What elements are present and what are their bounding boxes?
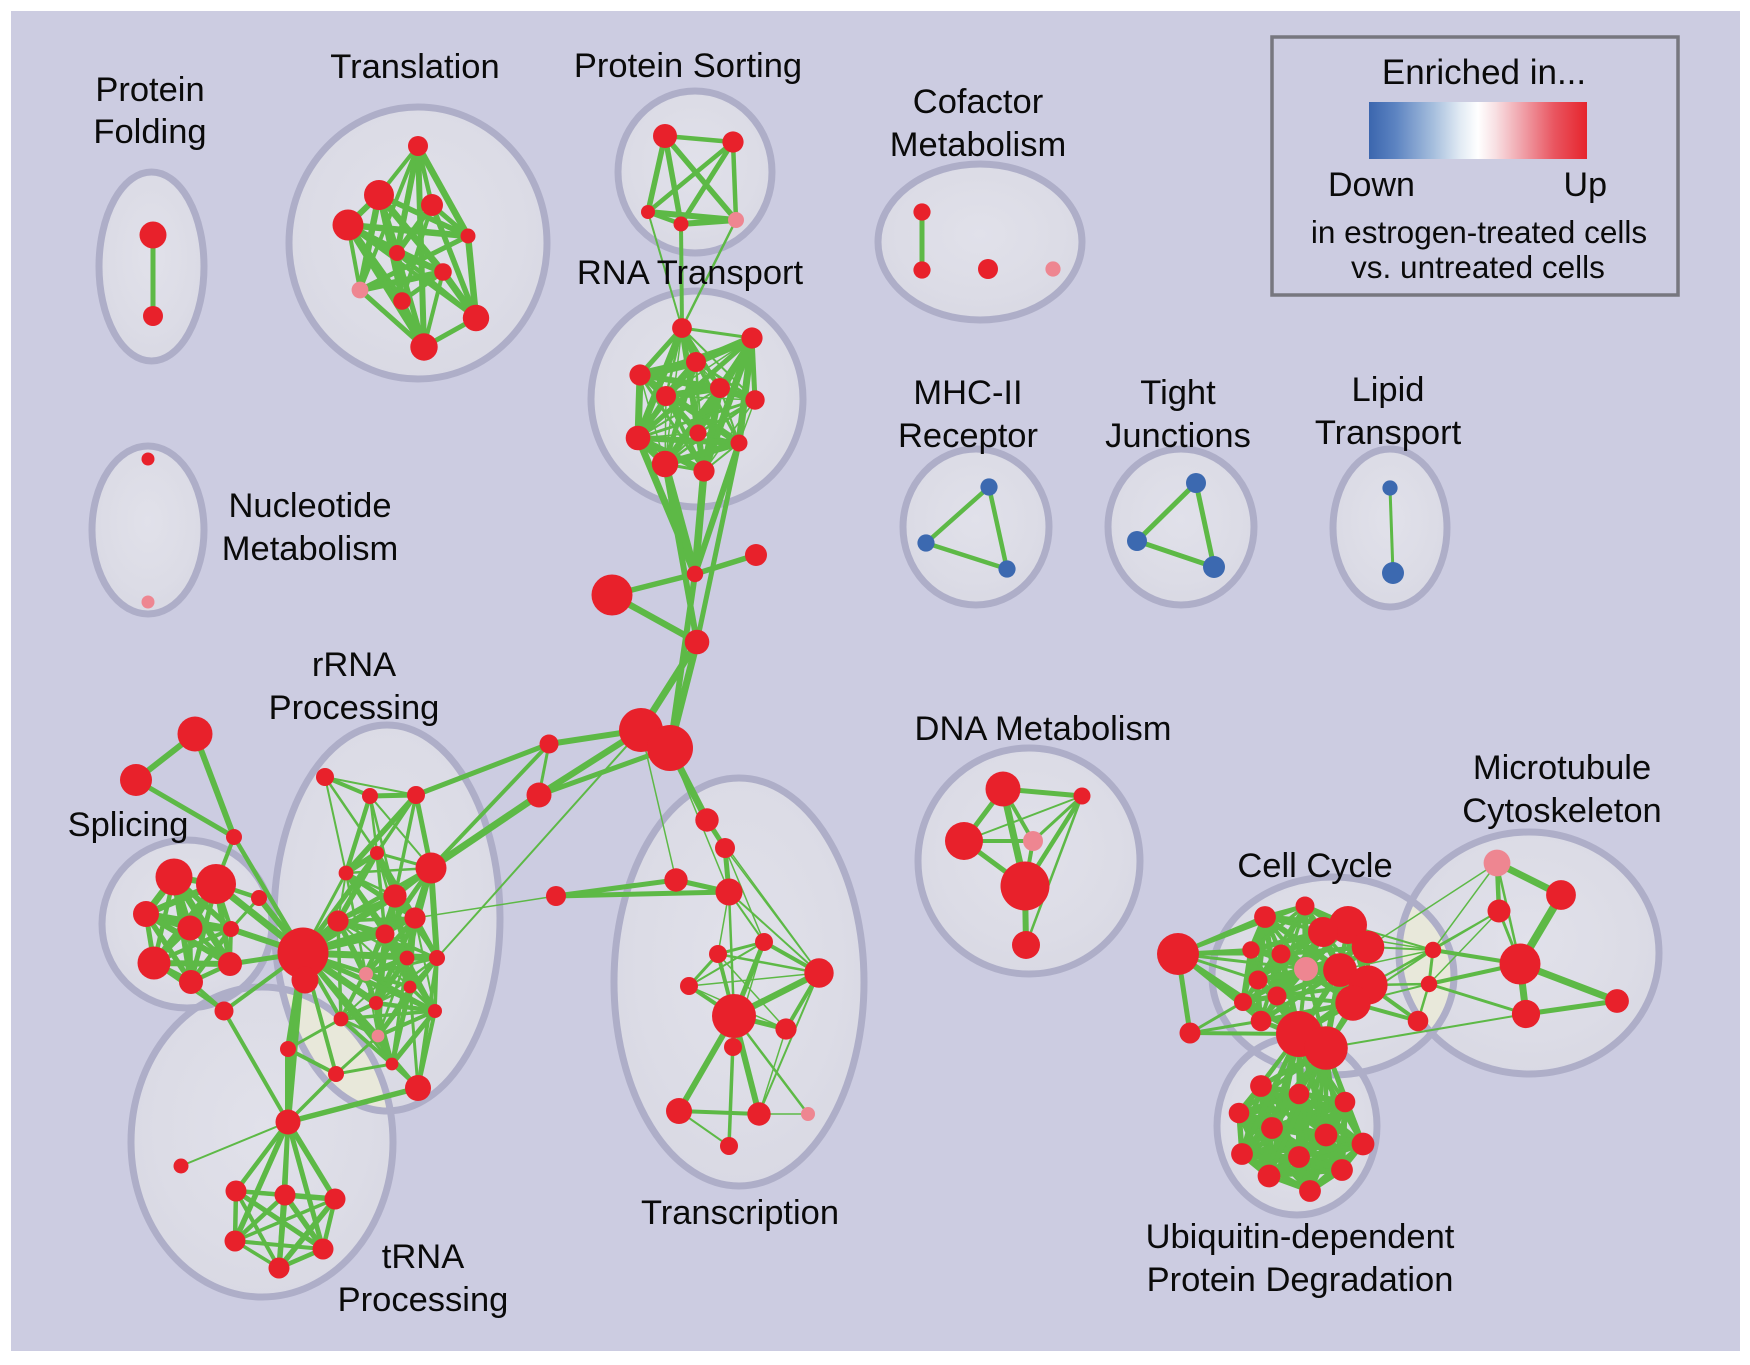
svg-text:Cell Cycle: Cell Cycle: [1237, 847, 1392, 885]
svg-text:Processing: Processing: [338, 1281, 509, 1319]
svg-text:in estrogen-treated cells: in estrogen-treated cells: [1311, 214, 1647, 250]
svg-text:Cofactor: Cofactor: [913, 83, 1043, 121]
svg-text:Protein Sorting: Protein Sorting: [574, 47, 802, 85]
svg-text:Tight: Tight: [1140, 374, 1216, 412]
svg-text:Lipid: Lipid: [1352, 371, 1425, 409]
svg-text:Up: Up: [1564, 166, 1607, 204]
svg-text:Protein: Protein: [95, 71, 204, 109]
svg-text:Receptor: Receptor: [898, 417, 1038, 455]
svg-text:Enriched in...: Enriched in...: [1382, 53, 1586, 92]
svg-text:Processing: Processing: [269, 689, 440, 727]
svg-text:Nucleotide: Nucleotide: [228, 487, 391, 525]
svg-text:Splicing: Splicing: [68, 806, 189, 844]
svg-text:MHC-II: MHC-II: [913, 374, 1022, 412]
svg-text:rRNA: rRNA: [312, 646, 396, 684]
svg-text:Microtubule: Microtubule: [1473, 749, 1651, 787]
svg-text:vs. untreated cells: vs. untreated cells: [1351, 249, 1605, 285]
svg-text:Metabolism: Metabolism: [890, 126, 1066, 164]
svg-text:Down: Down: [1328, 166, 1415, 204]
svg-text:Folding: Folding: [93, 113, 206, 151]
svg-text:Translation: Translation: [330, 48, 499, 86]
svg-text:RNA Transport: RNA Transport: [577, 254, 804, 292]
svg-text:Cytoskeleton: Cytoskeleton: [1462, 792, 1661, 830]
svg-text:Ubiquitin-dependent: Ubiquitin-dependent: [1146, 1218, 1455, 1256]
svg-text:Junctions: Junctions: [1105, 417, 1251, 455]
svg-text:DNA Metabolism: DNA Metabolism: [915, 710, 1172, 748]
svg-text:tRNA: tRNA: [382, 1238, 464, 1276]
svg-text:Metabolism: Metabolism: [222, 530, 398, 568]
svg-text:Transport: Transport: [1315, 414, 1462, 452]
svg-text:Protein Degradation: Protein Degradation: [1147, 1261, 1454, 1299]
svg-text:Transcription: Transcription: [641, 1194, 839, 1232]
